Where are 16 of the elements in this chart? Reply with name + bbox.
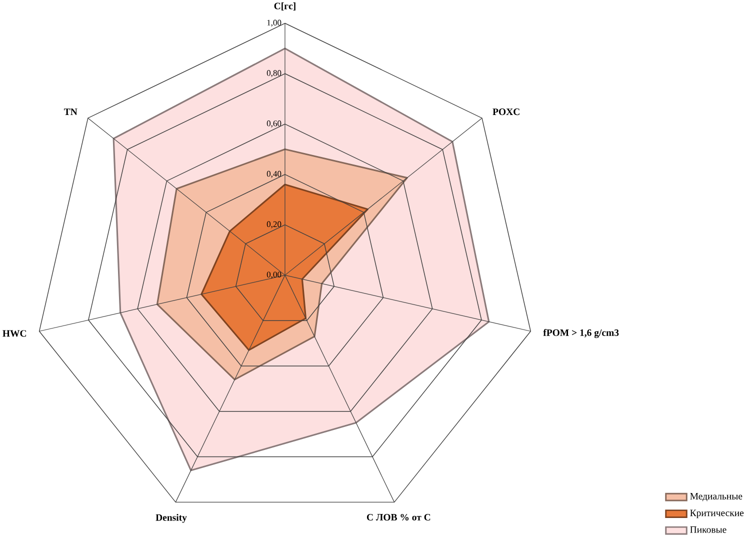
legend-label: Пиковые [690,526,726,533]
y-tick-label: 0,80 [266,70,282,77]
spoke-label: TN [64,108,78,115]
y-tick-label: 1,00 [267,20,282,27]
y-tick-label: 0,20 [266,221,282,228]
spoke-label: C[гс] [274,2,296,10]
y-tick-label: 0,00 [266,271,282,278]
spoke-label: fPOM > 1,6 g/cm3 [543,328,619,338]
spoke-label: HWC [2,330,26,337]
legend-label: Медиальные [690,492,742,501]
y-tick-label: 0,40 [266,170,282,178]
legend-label: Критические [690,509,744,518]
spoke-label: POXC [492,108,520,115]
spoke-label: C ЛОВ % от C [366,514,430,520]
spoke-label: Density [156,514,187,523]
y-tick-label: 0,60 [266,120,282,128]
